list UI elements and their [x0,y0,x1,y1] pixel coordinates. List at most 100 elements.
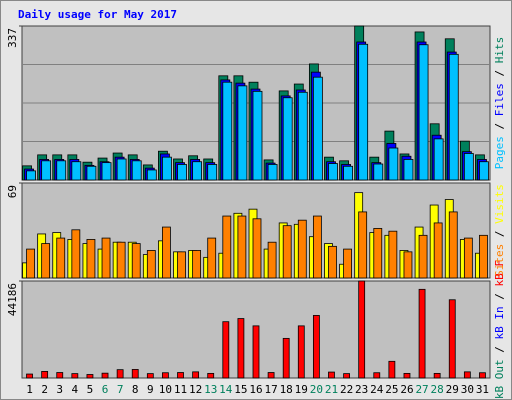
legend-entry: kB F [493,260,506,287]
legend-entry: Sites [493,244,506,277]
bar [343,165,353,181]
bar [131,243,141,279]
legend: Sites / Visits [493,184,506,277]
bar [41,243,51,279]
bar [343,373,350,379]
bar [26,170,36,181]
bar [237,318,245,379]
bar [463,237,473,279]
bar [312,215,322,279]
bar [282,337,290,379]
bar [26,248,35,279]
legend: Pages / Files / Hits [493,37,506,170]
bar [56,160,67,181]
bar [192,161,203,181]
bar [267,372,275,379]
bar [177,372,184,379]
bar [177,164,187,181]
x-tick-label: 18 [280,383,293,396]
bar [433,138,444,181]
bar [131,369,139,379]
bar [403,372,411,379]
x-tick-label: 20 [310,383,323,396]
legend-entry: Visits [493,184,506,224]
bar [328,245,337,279]
bar [252,325,260,379]
x-tick-label: 7 [117,383,124,396]
bar [418,288,426,379]
legend-entry: Pages [493,136,506,169]
y-tick-label: 337 [6,28,19,48]
bar [71,229,81,279]
bar [71,161,82,181]
bar [267,164,278,181]
bar [403,251,413,279]
bar [282,225,292,279]
legend-entry: kB In [493,306,506,339]
bar [162,156,172,181]
x-tick-label: 19 [295,383,308,396]
x-tick-label: 27 [415,383,428,396]
x-tick-label: 31 [476,383,489,396]
x-tick-label: 23 [355,383,368,396]
bar [162,226,171,279]
bar [403,159,414,181]
bar [222,321,230,379]
bar [297,325,305,379]
bar [86,239,96,279]
bar [267,241,277,279]
bar [207,237,217,279]
bar [41,371,49,379]
bar [86,374,94,379]
bar [146,169,157,181]
bar [101,237,111,279]
bar [358,280,366,379]
bar [41,160,52,181]
legend-separator: / [493,286,506,306]
bar [373,163,384,181]
bar [131,160,142,181]
chart-title: Daily usage for May 2017 [18,8,177,21]
x-tick-label: 11 [174,383,187,396]
x-tick-label: 28 [431,383,444,396]
x-tick-label: 8 [132,383,139,396]
bar [146,373,154,379]
bar [343,248,352,279]
bar [192,371,200,379]
x-tick-label: 2 [41,383,48,396]
bar [71,373,79,379]
bar [479,234,488,279]
bar [282,97,293,181]
bar [146,250,156,279]
bar [463,153,474,181]
bar [358,211,368,279]
bar [207,164,218,181]
bar [56,237,66,279]
bar [448,299,456,379]
bar [463,371,471,379]
bar [116,158,127,181]
x-tick-label: 14 [219,383,233,396]
bar [297,219,307,279]
bar [388,230,398,279]
bar [207,372,215,379]
bar [433,372,441,379]
bar [56,372,64,379]
y-tick-label: 69 [6,185,19,198]
legend: kB Out / kB In / kB F [493,260,506,399]
x-tick-label: 12 [189,383,202,396]
x-tick-label: 22 [340,383,353,396]
bar [479,372,486,379]
x-tick-label: 30 [461,383,474,396]
bar [388,147,399,181]
x-tick-label: 5 [87,383,94,396]
y-tick-label: 44186 [6,283,19,316]
bar [101,162,112,181]
legend-separator: / [493,224,506,244]
bar [388,360,396,379]
bar [448,211,458,279]
bar [116,369,124,379]
legend-entry: Files [493,83,506,116]
x-tick-label: 10 [159,383,172,396]
